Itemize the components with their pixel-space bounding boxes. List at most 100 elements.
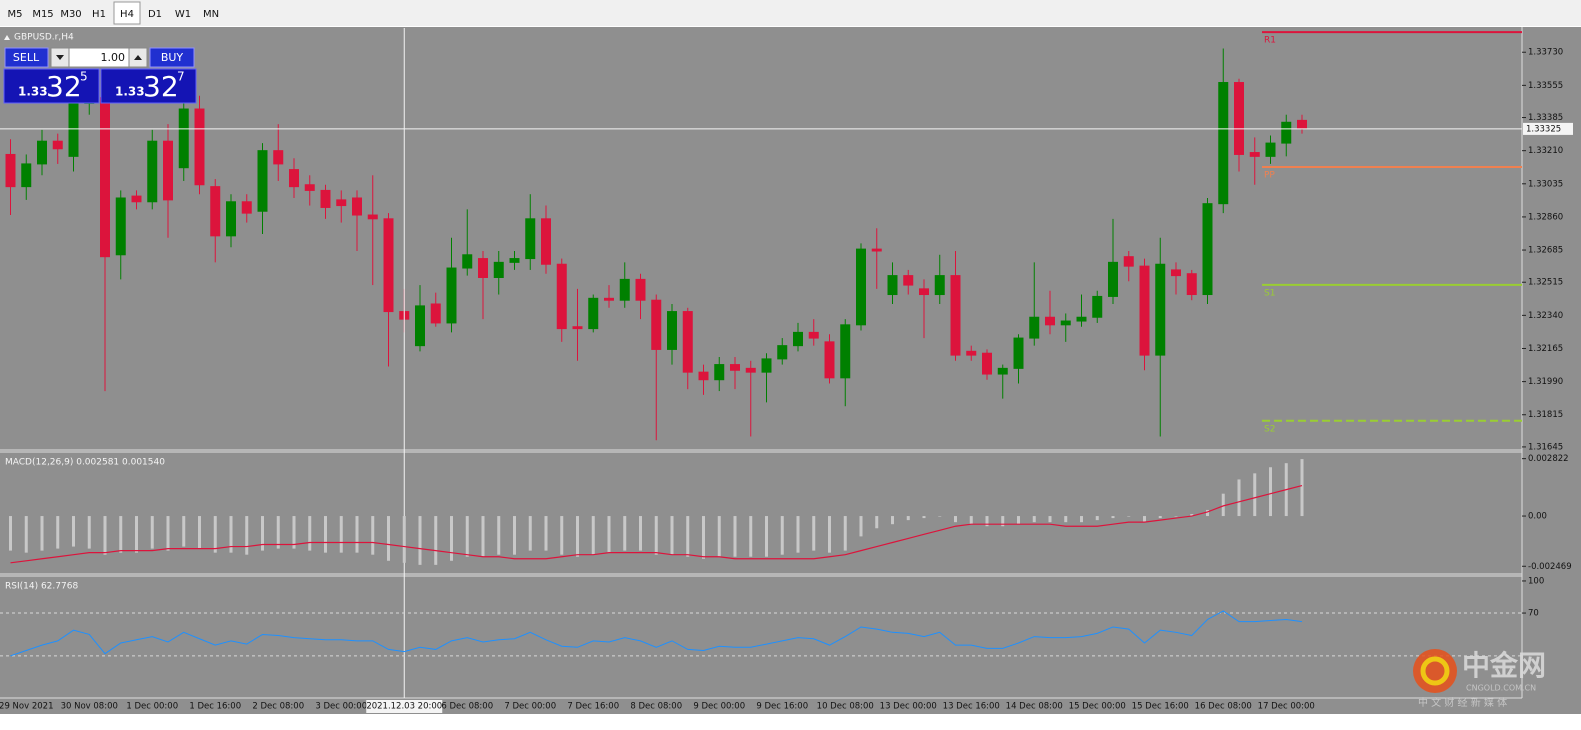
timeframe-label[interactable]: MN [203, 9, 219, 20]
candle-body [982, 352, 992, 375]
timeframe-button[interactable] [86, 2, 112, 24]
histogram-bar [119, 516, 123, 553]
y-tick-label: 1.33555 [1528, 81, 1563, 91]
bid-big: 1.33 [18, 85, 48, 99]
candle-body [667, 311, 677, 350]
y-tick-label: 1.31990 [1528, 377, 1563, 387]
bid-box[interactable] [3, 68, 100, 104]
x-tick-label: 13 Dec 00:00 [880, 702, 937, 712]
histogram-bar [1269, 467, 1272, 517]
x-tick-label: 8 Dec 08:00 [630, 702, 682, 712]
histogram-bar [1237, 479, 1241, 517]
histogram-bar [371, 516, 375, 555]
buy-label[interactable]: BUY [161, 51, 184, 64]
timeframe-button[interactable] [30, 2, 56, 24]
histogram-bar [402, 516, 406, 563]
histogram-bar [717, 516, 721, 557]
histogram-bar [922, 516, 926, 519]
pivot-label: R1 [1264, 36, 1276, 46]
candle-body [1076, 316, 1087, 322]
candle-body [1171, 269, 1181, 277]
sell-button[interactable] [4, 47, 49, 68]
histogram-bar [465, 516, 469, 557]
candle-body [793, 331, 803, 347]
candle-body [147, 140, 158, 203]
x-tick-label: 6 Dec 08:00 [441, 702, 493, 712]
candle-body [856, 248, 866, 326]
histogram-bar [72, 516, 75, 547]
candle-body [304, 184, 315, 191]
candle-body [367, 214, 378, 220]
timeframe-button[interactable] [113, 1, 141, 25]
candle-body [509, 258, 520, 263]
candle-body [1281, 121, 1292, 144]
histogram-bar [387, 516, 390, 561]
watermark-site: CNGOLD.COM.CN [1466, 684, 1536, 693]
timeframe-label[interactable]: W1 [175, 9, 191, 20]
candle-body [37, 140, 47, 165]
x-tick-label: 3 Dec 00:00 [315, 702, 367, 712]
candle-body [1202, 203, 1213, 296]
buy-button[interactable] [149, 47, 195, 68]
histogram-bar [103, 516, 107, 555]
histogram-bar [812, 516, 816, 551]
histogram-bar [702, 516, 705, 559]
x-tick-label: 15 Dec 00:00 [1069, 702, 1126, 712]
timeframe-label[interactable]: H1 [92, 9, 106, 20]
ask-box[interactable] [100, 68, 197, 104]
y-tick-label: 1.33035 [1528, 179, 1563, 189]
lot-value[interactable]: 1.00 [101, 51, 126, 64]
bid-point: 5 [80, 70, 88, 84]
y-tick-label: 70 [1528, 609, 1539, 619]
candle-body [604, 297, 614, 301]
candle-body [226, 201, 236, 237]
watermark: 中金网 CNGOLD.COM.CN 中 文 财 经 新 媒 体 [1413, 649, 1546, 709]
timeframe-button[interactable] [170, 2, 196, 24]
histogram-bar [576, 516, 579, 557]
histogram-bar [182, 516, 186, 547]
timeframe-button[interactable] [142, 2, 168, 24]
toolbar [0, 0, 1581, 26]
timeframe-button[interactable] [198, 2, 224, 24]
sell-label[interactable]: SELL [13, 51, 40, 64]
candle-body [1155, 263, 1166, 356]
x-tick-label: 14 Dec 08:00 [1006, 702, 1063, 712]
histogram-bar [749, 516, 753, 557]
cursor-label: 2021.12.03 20:00 [366, 702, 442, 712]
histogram-bar [355, 516, 359, 553]
histogram-bar [1080, 516, 1083, 523]
candle-body [21, 163, 32, 188]
histogram-bar [40, 516, 44, 551]
timeframe-label[interactable]: M5 [8, 9, 23, 20]
x-tick-label: 7 Dec 00:00 [504, 702, 556, 712]
candle-body [698, 371, 709, 381]
histogram-bar [213, 516, 217, 553]
y-tick-label: 1.32165 [1528, 344, 1563, 354]
ask-pips: 32 [143, 70, 179, 103]
timeframe-button[interactable] [2, 2, 28, 24]
histogram-bar [828, 516, 831, 553]
histogram-bar [591, 516, 595, 555]
candle-body [1218, 82, 1229, 205]
timeframe-label[interactable]: D1 [148, 9, 162, 20]
candle-body [430, 303, 441, 324]
panel-title: GBPUSD.r,H4 [14, 33, 74, 43]
cursor-label-box [366, 700, 443, 713]
candle-body [131, 195, 142, 203]
candle-body [1297, 119, 1307, 129]
timeframe-label[interactable]: M15 [32, 9, 53, 20]
timeframe-label[interactable]: H4 [120, 9, 134, 20]
histogram-bar [418, 516, 422, 565]
x-tick-label: 29 Nov 2021 [0, 702, 53, 712]
histogram-bar [1048, 516, 1052, 523]
timeframe-label[interactable]: M30 [60, 9, 81, 20]
candle-body [1045, 316, 1055, 326]
timeframe-button[interactable] [58, 2, 84, 24]
candle-body [761, 358, 772, 373]
y-tick-label: 1.32515 [1528, 278, 1563, 288]
histogram-bar [607, 516, 611, 553]
x-tick-label: 10 Dec 08:00 [817, 702, 874, 712]
candle-body [1123, 256, 1134, 267]
up-arrow [134, 55, 142, 60]
